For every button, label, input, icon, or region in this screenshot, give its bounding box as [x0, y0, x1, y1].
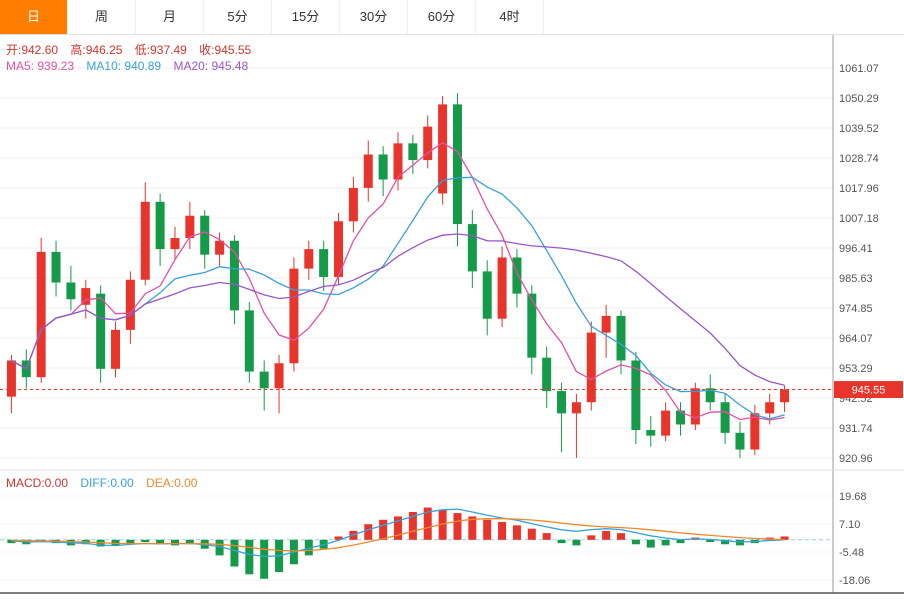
- tab-timeframe-4[interactable]: 15分: [272, 0, 340, 34]
- macd-panel: [0, 507, 833, 579]
- svg-text:920.96: 920.96: [839, 453, 873, 465]
- svg-text:1017.96: 1017.96: [839, 183, 879, 195]
- svg-text:974.85: 974.85: [839, 303, 873, 315]
- svg-text:964.07: 964.07: [839, 333, 873, 345]
- ma-lines: [11, 142, 785, 421]
- tab-timeframe-2[interactable]: 月: [136, 0, 204, 34]
- svg-text:1061.07: 1061.07: [839, 63, 879, 75]
- svg-text:1007.18: 1007.18: [839, 213, 879, 225]
- svg-text:985.63: 985.63: [839, 273, 873, 285]
- tab-timeframe-7[interactable]: 4时: [476, 0, 544, 34]
- tab-timeframe-6[interactable]: 60分: [408, 0, 476, 34]
- candlesticks: [6, 93, 790, 458]
- svg-text:7.10: 7.10: [839, 519, 860, 531]
- tab-timeframe-5[interactable]: 30分: [340, 0, 408, 34]
- tab-timeframe-3[interactable]: 5分: [204, 0, 272, 34]
- svg-text:1039.52: 1039.52: [839, 123, 879, 135]
- svg-text:931.74: 931.74: [839, 423, 873, 435]
- svg-text:-18.06: -18.06: [839, 575, 870, 587]
- tab-timeframe-0[interactable]: 日: [0, 0, 68, 34]
- gridlines: [0, 67, 833, 581]
- price-axis-labels: 1061.07 1050.29 1039.52 1028.74 1017.96 1007.…: [839, 63, 879, 587]
- svg-text:1050.29: 1050.29: [839, 93, 879, 105]
- svg-text:19.68: 19.68: [839, 491, 867, 503]
- timeframe-tabbar: 日周月 5分 15分 30分 60分 4时: [0, 0, 904, 35]
- chart-frame: [0, 35, 904, 594]
- svg-text:996.41: 996.41: [839, 243, 873, 255]
- current-price-marker: 945.55: [0, 381, 903, 399]
- chart-area: 1061.07 1050.29 1039.52 1028.74 1017.96 1007.…: [0, 35, 904, 599]
- tab-timeframe-1[interactable]: 周: [68, 0, 136, 34]
- price-chart-svg[interactable]: 1061.07 1050.29 1039.52 1028.74 1017.96 1007.…: [0, 35, 904, 599]
- svg-text:1028.74: 1028.74: [839, 153, 879, 165]
- svg-text:-5.48: -5.48: [839, 547, 864, 559]
- svg-text:945.55: 945.55: [852, 385, 886, 397]
- current-price-badge: [834, 381, 903, 399]
- svg-text:953.29: 953.29: [839, 363, 873, 375]
